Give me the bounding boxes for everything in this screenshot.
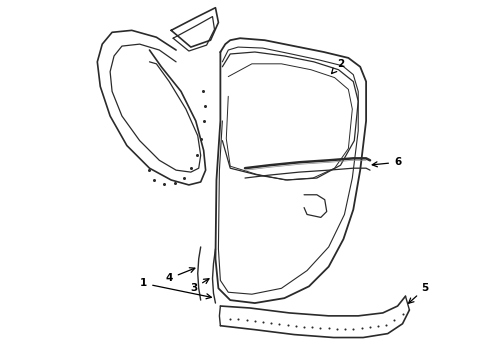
Text: 1: 1: [140, 278, 211, 299]
Text: 6: 6: [372, 157, 401, 167]
Text: 5: 5: [409, 283, 429, 303]
Text: 3: 3: [190, 279, 209, 293]
Text: 2: 2: [332, 59, 344, 73]
Text: 4: 4: [166, 268, 195, 283]
